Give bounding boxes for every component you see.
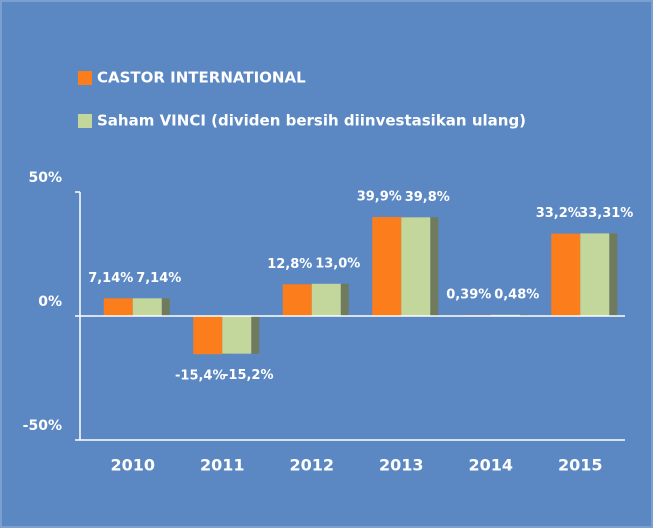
data-label: 33,2% [536,206,581,221]
data-label: 0,48% [494,287,539,302]
bar-side [609,233,618,316]
bar-side [251,316,260,354]
legend-swatch [78,114,92,128]
x-tick-label: 2015 [558,456,603,475]
bar [401,217,431,316]
y-tick-label: 50% [28,170,62,186]
data-label: 39,9% [357,190,402,205]
bar [282,284,312,316]
bar [580,233,610,316]
bar [551,233,581,316]
legend-swatch [78,71,92,85]
bar-side [161,298,170,316]
x-tick-label: 2011 [200,456,245,475]
y-tick-label: -50% [23,418,62,434]
bar-side [340,283,349,316]
data-label: 12,8% [267,257,312,272]
x-tick-label: 2014 [468,456,513,475]
data-label: 7,14% [136,271,181,286]
data-label: 13,0% [315,256,360,271]
x-tick-label: 2013 [379,456,424,475]
bar-side [430,217,439,316]
data-label: 7,14% [88,271,133,286]
bar [193,316,223,355]
x-tick-label: 2012 [289,456,334,475]
data-label: 33,31% [579,206,633,221]
data-label: -15,2% [223,368,274,383]
bar [311,283,341,316]
data-label: -15,4% [175,369,226,384]
legend-label: Saham VINCI (dividen bersih diinvestasik… [97,112,526,130]
bar [132,298,162,316]
y-tick-label: 0% [38,294,62,310]
bar [103,298,133,316]
bar [222,316,252,354]
legend-label: CASTOR INTERNATIONAL [97,69,306,87]
data-label: 0,39% [446,288,491,303]
bar [372,217,402,316]
x-tick-label: 2010 [110,456,155,475]
data-label: 39,8% [405,190,450,205]
